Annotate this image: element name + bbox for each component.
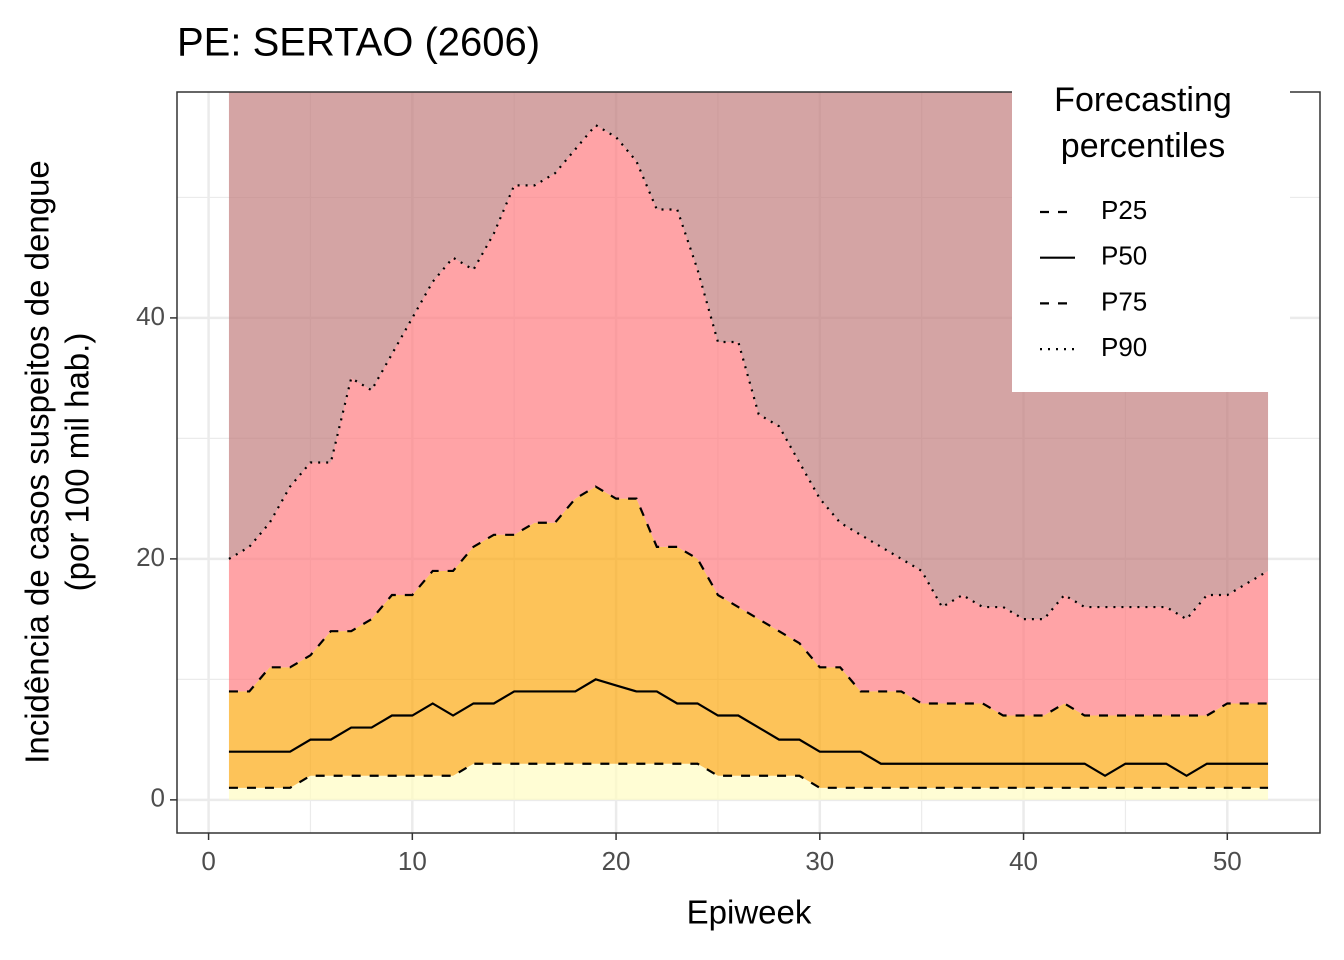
legend-title: Forecasting xyxy=(1054,81,1232,119)
y-tick-label: 0 xyxy=(151,783,165,813)
legend: Forecasting percentiles P25 P50 P75 P90 xyxy=(1012,81,1290,392)
legend-title: percentiles xyxy=(1061,127,1225,165)
legend-label: P25 xyxy=(1101,195,1147,225)
x-tick-label: 50 xyxy=(1213,846,1242,876)
y-tick-label: 20 xyxy=(136,542,165,572)
percentile-line xyxy=(228,678,1269,778)
band-area xyxy=(228,486,1269,788)
percentile-line xyxy=(228,762,1269,789)
x-axis-title: Epiweek xyxy=(687,894,812,931)
percentile-line xyxy=(228,123,1269,621)
y-axis-title-line: (por 100 mil hab.) xyxy=(59,333,96,592)
legend-label: P75 xyxy=(1101,286,1147,316)
chart-title: PE: SERTAO (2606) xyxy=(177,21,540,65)
panel-border xyxy=(176,91,1321,834)
x-tick-label: 30 xyxy=(805,846,834,876)
x-tick-label: 10 xyxy=(398,846,427,876)
legend-label: P50 xyxy=(1101,241,1147,271)
x-tick-label: 40 xyxy=(1009,846,1038,876)
x-tick-label: 20 xyxy=(602,846,631,876)
legend-label: P90 xyxy=(1101,332,1147,362)
band-area xyxy=(228,92,1269,620)
band-area xyxy=(228,125,1269,716)
y-axis-title-line: Incidência de casos suspeitos de dengue xyxy=(19,160,56,764)
y-tick-label: 40 xyxy=(136,301,165,331)
y-axis-title: Incidência de casos suspeitos de dengue … xyxy=(19,160,96,764)
band-area xyxy=(228,763,1269,800)
percentile-line xyxy=(228,485,1269,717)
legend-box xyxy=(1012,85,1290,392)
x-tick-label: 0 xyxy=(201,846,215,876)
